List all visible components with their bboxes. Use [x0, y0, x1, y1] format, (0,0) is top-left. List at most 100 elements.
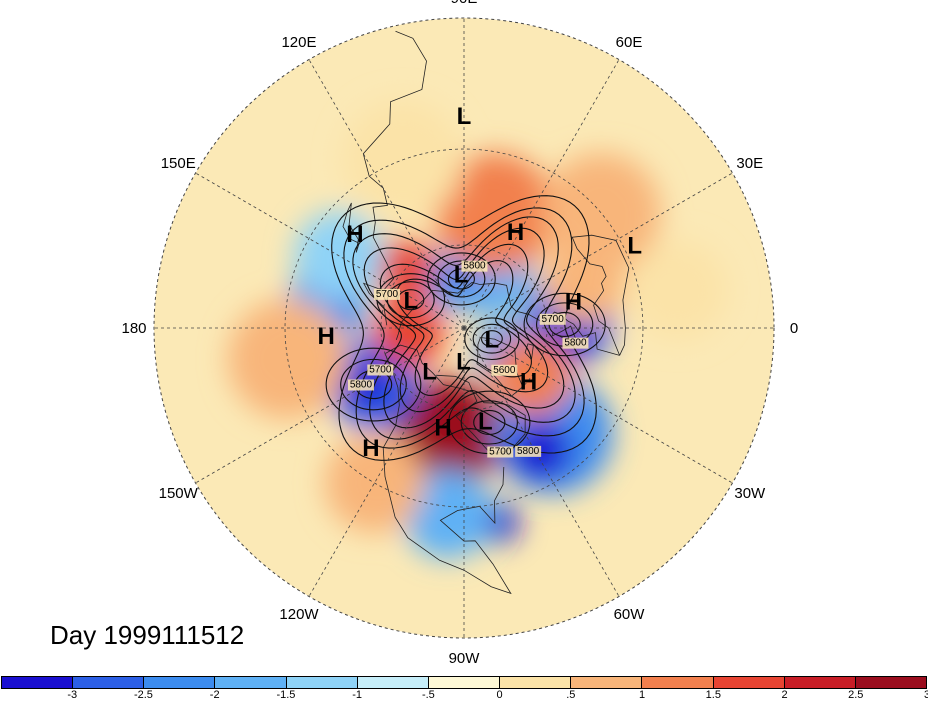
map-disk	[154, 18, 774, 638]
high-pressure-label: H	[346, 221, 363, 248]
contour-label: 5800	[517, 446, 540, 457]
contour-label-bg	[491, 364, 518, 376]
longitude-label: 60W	[614, 606, 646, 623]
low-pressure-label: L	[422, 358, 437, 385]
colorbar-tick-label: 2	[781, 689, 788, 701]
colorbar-tick-label: .5	[566, 689, 576, 701]
longitude-label: 150E	[161, 155, 196, 172]
anomaly-blob	[434, 153, 555, 274]
colorbar-segment	[144, 677, 216, 688]
contour-label: 5700	[369, 364, 392, 375]
longitude-labels: 90E 60E 30E 0 30W 60W 90W 120W 150W 180 150E 120E	[121, 0, 798, 667]
colorbar-tick-label: 1	[639, 689, 646, 701]
colorbar-labels: -3 -2.5 -2 -1.5 -1 -.5 0 .5 1 1.5 2 2.5 3	[0, 689, 928, 702]
contour-line	[480, 330, 503, 348]
contour-line	[523, 292, 606, 357]
longitude-label: 30E	[736, 155, 763, 172]
high-pressure-label: H	[317, 323, 334, 350]
anomaly-blob	[541, 152, 662, 273]
contour-line	[325, 347, 422, 422]
contour-label-bg	[373, 288, 400, 300]
contour-labels: 5700 5700 5800 5700 5800 5600 5700 5800 5800	[347, 260, 589, 458]
latitude-circle	[284, 148, 644, 508]
anomaly-field	[227, 99, 728, 559]
low-pressure-label: L	[403, 288, 418, 315]
contour-label: 5700	[489, 446, 512, 457]
meridian-line	[195, 172, 465, 329]
contour-label-bg	[367, 364, 394, 376]
meridian-line	[463, 172, 733, 329]
anomaly-blob	[402, 468, 493, 559]
contour-label-bg	[539, 313, 566, 325]
contour-label-bg	[487, 446, 514, 458]
low-pressure-label: L	[478, 408, 493, 435]
contour-line	[427, 252, 496, 306]
low-pressure-label: L	[627, 233, 642, 260]
meridian-line	[195, 327, 465, 484]
map-boundary	[153, 17, 775, 639]
colorbar-tick-label: -1.5	[276, 689, 296, 701]
contour-line	[472, 323, 512, 354]
longitude-label: 0	[790, 320, 798, 337]
high-pressure-label: H	[507, 219, 524, 246]
colorbar-tick-label: -2.5	[133, 689, 153, 701]
colorbar-segment	[73, 677, 145, 688]
colorbar-segment	[215, 677, 287, 688]
low-pressure-label: L	[485, 327, 500, 354]
contour-label: 5700	[376, 289, 399, 300]
contour-line	[340, 358, 407, 411]
colorbar-tick-label: -1	[352, 689, 363, 701]
longitude-label: 120W	[279, 606, 319, 623]
colorbar-segment	[784, 677, 856, 688]
colorbar-segment	[286, 677, 358, 688]
colorbar-segment	[642, 677, 714, 688]
contour-label: 5800	[564, 338, 587, 349]
colorbar	[1, 676, 927, 689]
colorbar-tick-label: -2	[209, 689, 220, 701]
contour-label: 5600	[493, 365, 516, 376]
meridian-line	[308, 327, 465, 597]
contour-label: 5800	[463, 261, 486, 272]
graticule	[154, 18, 774, 638]
longitude-label: 120E	[281, 34, 316, 51]
hemisphere-map: 90E 60E 30E 0 30W 60W 90W 120W 150W 180 150E 120E 5…	[121, 0, 798, 667]
colorbar-tick-label: -.5	[421, 689, 435, 701]
colorbar-segment	[428, 677, 501, 688]
colorbar-segment	[571, 677, 643, 688]
colorbar-segment	[2, 677, 74, 688]
longitude-label: 30W	[734, 485, 766, 502]
anomaly-blob	[413, 415, 474, 476]
high-pressure-label: H	[362, 435, 379, 462]
contour-label-bg	[562, 337, 589, 349]
longitude-label: 60E	[616, 34, 643, 51]
contour-label-bg	[347, 379, 374, 391]
date-label: Day 1999111512	[50, 620, 245, 650]
high-pressure-label: H	[565, 289, 582, 316]
coastline	[524, 343, 534, 360]
longitude-label: 90E	[451, 0, 478, 7]
colorbar-tick-label: 3	[923, 689, 928, 701]
colorbar-segment	[713, 677, 785, 688]
contour-label: 5700	[542, 314, 565, 325]
contour-line	[460, 400, 518, 445]
colorbar-tick-label: 0	[496, 689, 503, 701]
anomaly-blob	[544, 244, 625, 325]
colorbar-segment	[855, 677, 927, 688]
contour-label-bg	[461, 260, 488, 272]
longitude-label: 180	[121, 320, 146, 337]
contour-line	[437, 260, 486, 298]
meridian-line	[463, 59, 620, 329]
longitude-label: 150W	[159, 485, 199, 502]
anomaly-blob	[627, 240, 728, 341]
high-pressure-label: H	[520, 368, 537, 395]
colorbar-tick-label: 2.5	[848, 689, 864, 701]
high-pressure-label: H	[434, 415, 451, 442]
coastline	[571, 234, 630, 356]
contour-line	[447, 268, 475, 290]
colorbar-tick-label: -3	[67, 689, 78, 701]
contour-line	[464, 317, 520, 361]
low-pressure-label: L	[454, 261, 469, 288]
contour-label-bg	[515, 445, 542, 457]
low-pressure-label: L	[456, 349, 471, 376]
